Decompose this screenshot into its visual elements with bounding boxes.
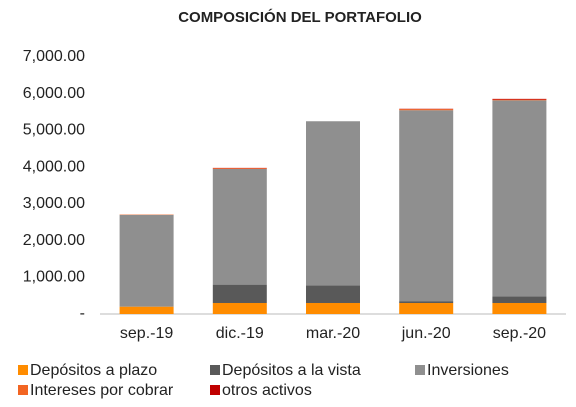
bar-segment <box>399 110 453 301</box>
legend-swatch <box>18 365 28 375</box>
legend-swatch <box>210 365 220 375</box>
legend-label: Intereses por cobrar <box>30 382 174 399</box>
bar-segment <box>213 169 267 285</box>
x-tick-label: sep.-19 <box>120 325 173 342</box>
bar-segment <box>213 168 267 169</box>
chart-title: COMPOSICIÓN DEL PORTAFOLIO <box>178 8 422 26</box>
y-tick-label: - <box>80 305 85 322</box>
bar-segment <box>306 121 360 285</box>
bar-segment <box>213 285 267 303</box>
legend-swatch <box>210 385 220 395</box>
bar-segment <box>306 285 360 303</box>
legend-label: Depósitos a plazo <box>30 362 157 379</box>
y-tick-label: 6,000.00 <box>23 85 85 102</box>
bar-segment <box>120 215 174 306</box>
y-tick-label: 3,000.00 <box>23 195 85 212</box>
x-tick-label: mar.-20 <box>306 325 360 342</box>
bar-segment <box>492 100 546 101</box>
bar-segment <box>213 303 267 314</box>
y-tick-label: 1,000.00 <box>23 269 85 286</box>
bar-segment <box>492 296 546 303</box>
y-tick-label: 5,000.00 <box>23 122 85 139</box>
y-tick-label: 4,000.00 <box>23 158 85 175</box>
legend-label: otros activos <box>222 382 312 399</box>
bar-segment <box>399 109 453 110</box>
bar-segment <box>399 301 453 303</box>
bar-segment <box>120 307 174 314</box>
bar-segment <box>306 303 360 314</box>
legend-swatch <box>18 385 28 395</box>
legend-swatch <box>415 365 425 375</box>
x-tick-label: jun.-20 <box>401 325 451 342</box>
x-tick-label: dic.-19 <box>216 325 264 342</box>
bar-segment <box>492 99 546 100</box>
y-tick-label: 7,000.00 <box>23 48 85 65</box>
legend-label: Depósitos a la vista <box>222 362 361 379</box>
bar-segment <box>399 303 453 314</box>
y-tick-label: 2,000.00 <box>23 232 85 249</box>
bar-segment <box>492 100 546 296</box>
x-tick-label: sep.-20 <box>493 325 546 342</box>
legend-label: Inversiones <box>427 362 509 379</box>
bar-segment <box>492 303 546 314</box>
